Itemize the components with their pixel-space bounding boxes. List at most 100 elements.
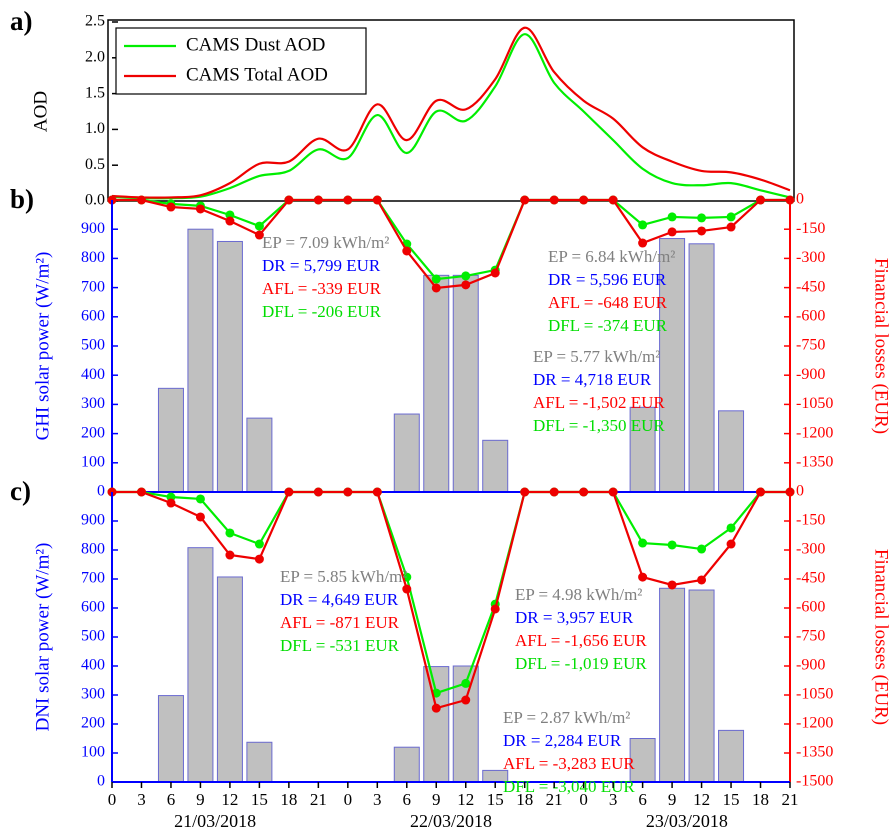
point [697, 575, 707, 585]
point [549, 487, 559, 497]
y2-tick-label: -300 [796, 249, 825, 266]
point [608, 195, 618, 205]
y-tick-label: 800 [81, 541, 105, 558]
bar [482, 439, 509, 493]
point [579, 487, 589, 497]
point [697, 226, 707, 236]
point [254, 539, 264, 549]
series-line [112, 490, 790, 710]
y-axis-title: AOD [30, 91, 51, 132]
point [402, 584, 412, 594]
y-tick-label: 1.5 [85, 84, 105, 101]
y-tick-label: 500 [81, 337, 105, 354]
x-tick-label: 6 [638, 790, 647, 809]
point [756, 487, 766, 497]
x-tick-label: 21 [782, 790, 799, 809]
point [195, 512, 205, 522]
point [756, 195, 766, 205]
y-tick-label: 200 [81, 715, 105, 732]
date-label: 23/03/2018 [646, 811, 728, 831]
series-line [112, 490, 790, 695]
series-line [111, 33, 791, 200]
series-line [112, 198, 790, 290]
bar [423, 666, 450, 783]
annotation: AFL = -1,502 EUR [533, 393, 665, 412]
x-tick-label: 0 [108, 790, 117, 809]
point [431, 703, 441, 713]
y2-tick-label: -750 [796, 337, 825, 354]
point [313, 487, 323, 497]
y2-tick-label: -600 [796, 307, 825, 324]
annotation: DR = 4,718 EUR [533, 370, 652, 389]
point [225, 550, 235, 560]
point [254, 221, 264, 231]
point [667, 212, 677, 222]
annotation: DFL = -1,350 EUR [533, 416, 665, 435]
point [608, 487, 618, 497]
y2-tick-label: -1050 [796, 395, 833, 412]
y-tick-label: 300 [81, 686, 105, 703]
point [431, 283, 441, 293]
x-tick-label: 3 [137, 790, 146, 809]
x-tick-label: 12 [693, 790, 710, 809]
bar [452, 274, 479, 493]
point [667, 580, 677, 590]
annotation: EP = 4.98 kWh/m² [515, 585, 642, 604]
y-tick-label: 0 [97, 483, 105, 500]
y-tick-label: 400 [81, 657, 105, 674]
y2-tick-label: -1200 [796, 424, 833, 441]
y-tick-label: 100 [81, 744, 105, 761]
y2-axis-title: Financial losses (EUR) [871, 549, 892, 725]
y-tick-label: 200 [81, 424, 105, 441]
point [225, 528, 235, 538]
x-tick-label: 18 [516, 790, 533, 809]
annotation: DR = 3,957 EUR [515, 608, 634, 627]
point [166, 498, 176, 508]
point [461, 271, 471, 281]
point [667, 540, 677, 550]
bar [629, 738, 656, 783]
point [431, 274, 441, 284]
bar [246, 741, 273, 783]
point [313, 195, 323, 205]
point [667, 227, 677, 237]
point [638, 572, 648, 582]
bar [246, 417, 273, 493]
point [638, 538, 648, 548]
panel-label: c) [10, 476, 31, 506]
bar [216, 240, 243, 493]
bar [216, 576, 243, 783]
y2-tick-label: -300 [796, 541, 825, 558]
annotation: DFL = -1,019 EUR [515, 654, 647, 673]
y2-tick-label: -1350 [796, 453, 833, 470]
point [225, 216, 235, 226]
annotation: AFL = -3,283 EUR [503, 754, 635, 773]
point [726, 523, 736, 533]
x-tick-label: 6 [167, 790, 176, 809]
annotation: DR = 5,596 EUR [548, 270, 667, 289]
annotation: DFL = -3,040 EUR [503, 777, 635, 796]
point [343, 487, 353, 497]
x-tick-label: 18 [280, 790, 297, 809]
series-line [111, 26, 791, 199]
y2-tick-label: -1350 [796, 744, 833, 761]
y2-axis-title: Financial losses (EUR) [871, 258, 892, 434]
bar [157, 387, 184, 493]
annotation: EP = 6.84 kWh/m² [548, 247, 675, 266]
legend-label: CAMS Dust AOD [186, 34, 325, 55]
point [166, 202, 176, 212]
annotation: DFL = -531 EUR [280, 636, 400, 655]
date-label: 21/03/2018 [174, 811, 256, 831]
point [697, 213, 707, 223]
point [372, 487, 382, 497]
x-tick-label: 9 [432, 790, 441, 809]
point [549, 195, 559, 205]
point [136, 487, 146, 497]
y-tick-label: 2.5 [85, 13, 105, 30]
y2-tick-label: -750 [796, 628, 825, 645]
x-tick-label: 9 [668, 790, 677, 809]
y2-tick-label: -450 [796, 278, 825, 295]
point [343, 195, 353, 205]
y2-tick-label: -150 [796, 512, 825, 529]
